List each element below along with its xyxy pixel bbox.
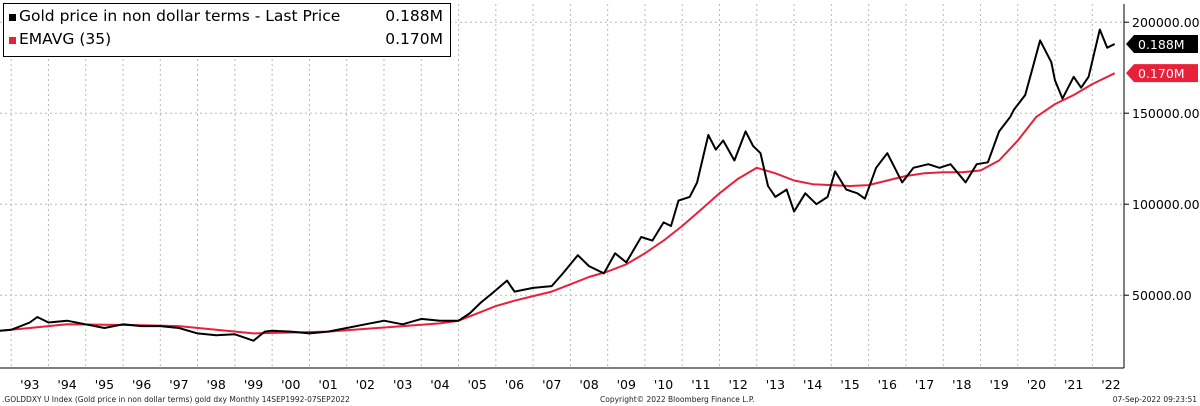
x-tick-label: '94 (57, 377, 76, 392)
x-tick-label: '03 (393, 377, 412, 392)
x-tick-label: '05 (468, 377, 487, 392)
last-value-tag-gold-price (1126, 35, 1198, 54)
x-tick-label: '13 (766, 377, 785, 392)
x-tick-label: '11 (691, 377, 710, 392)
x-tick-label: '06 (505, 377, 524, 392)
x-tick-label: '00 (281, 377, 300, 392)
legend-swatch-black (9, 14, 16, 21)
footer-source: .GOLDDXY U Index (Gold price in non doll… (2, 395, 350, 404)
x-tick-label: '18 (952, 377, 971, 392)
y-tick-label: 150000.00 (1132, 106, 1200, 121)
x-tick-label: '15 (840, 377, 859, 392)
x-tick-label: '07 (542, 377, 561, 392)
footer-timestamp: 07-Sep-2022 09:23:51 (1112, 395, 1197, 404)
x-tick-label: '08 (579, 377, 598, 392)
x-tick-label: '01 (318, 377, 337, 392)
x-tick-label: '12 (728, 377, 747, 392)
last-value-tag-gold-price-label: 0.188M (1138, 37, 1185, 52)
legend-swatch-red (9, 37, 16, 44)
last-value-tag-emavg (1126, 64, 1198, 83)
x-tick-label: '02 (356, 377, 375, 392)
x-tick-label: '22 (1101, 377, 1120, 392)
x-tick-label: '20 (1027, 377, 1046, 392)
x-tick-label: '17 (915, 377, 934, 392)
x-tick-label: '95 (95, 377, 114, 392)
x-tick-label: '10 (654, 377, 673, 392)
legend-item-emavg: EMAVG (35) 0.170M (7, 30, 447, 52)
x-tick-label: '93 (20, 377, 39, 392)
x-tick-label: '04 (430, 377, 449, 392)
legend-label-emavg: EMAVG (35) (19, 30, 112, 48)
footer-copyright: Copyright© 2022 Bloomberg Finance L.P. (600, 395, 755, 404)
legend-item-gold-price: Gold price in non dollar terms - Last Pr… (7, 7, 447, 29)
x-tick-label: '09 (617, 377, 636, 392)
x-tick-label: '19 (989, 377, 1008, 392)
series-line-gold-price (0, 28, 1116, 342)
legend-label-gold-price: Gold price in non dollar terms - Last Pr… (19, 7, 341, 25)
x-tick-label: '21 (1064, 377, 1083, 392)
y-tick-label: 200000.00 (1132, 15, 1200, 30)
x-tick-label: '16 (878, 377, 897, 392)
series-line-emavg (0, 72, 1116, 335)
y-tick-label: 50000.00 (1132, 288, 1192, 303)
legend-value-gold-price: 0.188M (385, 7, 443, 25)
x-tick-label: '97 (169, 377, 188, 392)
y-tick-label: 100000.00 (1132, 197, 1200, 212)
x-tick-label: '99 (244, 377, 263, 392)
x-tick-label: '96 (132, 377, 151, 392)
x-tick-label: '98 (207, 377, 226, 392)
x-tick-label: '14 (803, 377, 822, 392)
legend-box: Gold price in non dollar terms - Last Pr… (3, 3, 451, 57)
legend-value-emavg: 0.170M (385, 30, 443, 48)
last-value-tag-emavg-label: 0.170M (1138, 66, 1185, 81)
